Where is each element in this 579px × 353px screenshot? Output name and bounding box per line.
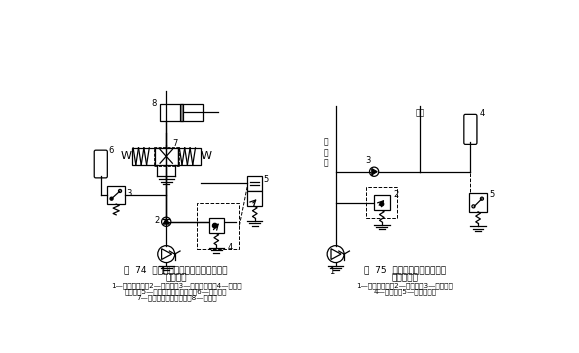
Bar [180, 104, 183, 121]
Polygon shape [162, 249, 171, 259]
Bar [374, 195, 390, 210]
Text: 溢流阀；5—二位二通电磁换向阀；6—蓄能器；: 溢流阀；5—二位二通电磁换向阀；6—蓄能器； [125, 288, 228, 295]
Bar [466, 115, 476, 143]
Bar [155, 148, 178, 165]
Polygon shape [372, 169, 377, 175]
Text: 4: 4 [228, 243, 233, 252]
Text: 4: 4 [479, 109, 485, 119]
Circle shape [212, 223, 217, 228]
Text: W: W [201, 151, 212, 161]
Polygon shape [331, 249, 341, 259]
Text: 4—蓄能器；5—压力继电器: 4—蓄能器；5—压力继电器 [373, 288, 437, 295]
Bar [178, 148, 201, 165]
FancyBboxPatch shape [94, 150, 107, 178]
Bar [469, 193, 488, 212]
Bar [160, 104, 203, 121]
Bar [208, 218, 224, 233]
Text: 主
油
路: 主 油 路 [324, 138, 329, 167]
Text: 1: 1 [329, 267, 335, 276]
Bar [247, 191, 262, 207]
Text: 8: 8 [152, 99, 157, 108]
Text: 6: 6 [109, 146, 114, 155]
Text: 1—定量液压泵；2—单向阀；3—压力继电器；4—先导式: 1—定量液压泵；2—单向阀；3—压力继电器；4—先导式 [111, 282, 241, 289]
Text: 1—定量液压泵；2—溢流阀；3—单向阀；: 1—定量液压泵；2—溢流阀；3—单向阀； [357, 282, 453, 289]
Text: 加载回路: 加载回路 [166, 274, 187, 282]
Text: 5: 5 [263, 175, 268, 184]
Circle shape [110, 197, 113, 200]
Text: 1: 1 [160, 267, 165, 276]
Text: 3: 3 [127, 189, 132, 198]
FancyBboxPatch shape [464, 114, 477, 144]
Text: 3: 3 [365, 156, 371, 166]
Text: 图  75  用压力继电器控制顺序: 图 75 用压力继电器控制顺序 [364, 266, 446, 275]
Text: W: W [120, 151, 131, 161]
Text: 2: 2 [155, 216, 160, 225]
Text: 7—三位四通电磁换向阀；8—液压缸: 7—三位四通电磁换向阀；8—液压缸 [136, 295, 217, 301]
Bar [107, 186, 126, 204]
Text: 7: 7 [173, 139, 178, 149]
Text: 动作的回路: 动作的回路 [391, 274, 419, 282]
Text: 2: 2 [393, 190, 398, 199]
Circle shape [380, 202, 384, 206]
Text: 5: 5 [489, 190, 494, 199]
Bar [367, 187, 397, 218]
Text: 支路: 支路 [416, 109, 425, 118]
Bar [247, 175, 262, 191]
Polygon shape [163, 219, 169, 224]
Bar [96, 152, 106, 176]
Bar [131, 148, 155, 165]
Bar [154, 147, 178, 166]
Bar [197, 203, 239, 249]
Text: 图  74  用压力继电器的液压泵的卸荷与: 图 74 用压力继电器的液压泵的卸荷与 [124, 266, 228, 275]
